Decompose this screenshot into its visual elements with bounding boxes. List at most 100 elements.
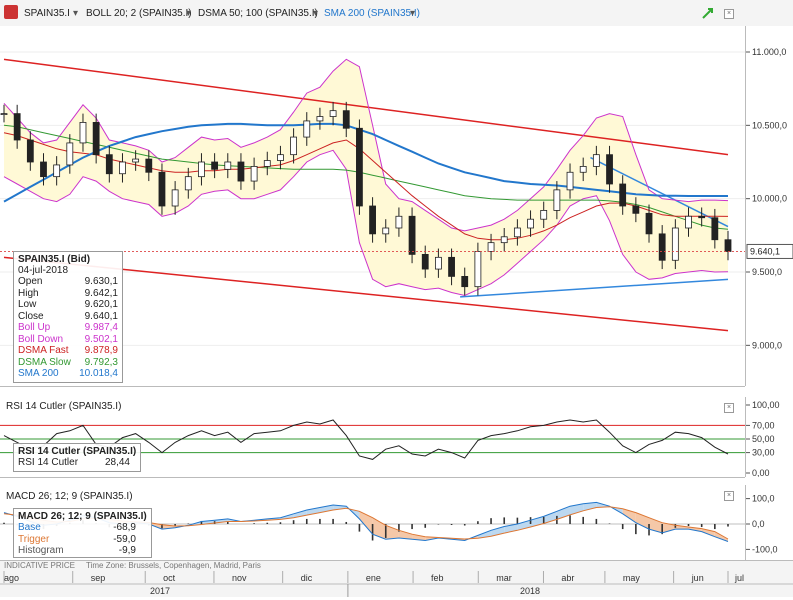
sma-dropdown-icon[interactable]: ▾ — [410, 8, 416, 19]
rsi-axis-label: 100,00 — [752, 400, 780, 410]
macd-axis-label: 0,0 — [752, 519, 765, 529]
legend-row-label: Low — [18, 299, 37, 310]
candle-body — [303, 120, 311, 138]
macd-fill — [662, 522, 676, 533]
candle-body — [119, 161, 126, 175]
legend-row: Boll Up 9.987,4 — [18, 322, 118, 334]
candle-body — [553, 189, 561, 211]
legend-row-value: 9.987,4 — [84, 322, 118, 333]
close-rsi-button[interactable]: × — [724, 403, 734, 413]
rsi-axis-label: 0,00 — [752, 468, 770, 477]
price-chart[interactable] — [0, 26, 745, 386]
candle-body — [53, 164, 61, 178]
price-axis-label: 11.000,0 — [752, 47, 786, 57]
macd-fill — [622, 508, 636, 523]
month-label: feb — [431, 573, 444, 583]
macd-fill — [398, 530, 413, 540]
close-macd-button[interactable]: × — [724, 491, 734, 501]
candle-body — [105, 154, 113, 175]
macd-legend-row-value: -68,9 — [113, 522, 136, 533]
legend-row-label: Close — [18, 310, 44, 322]
macd-legend-row-value: -9,9 — [118, 545, 136, 556]
macd-axis-svg: 100,0 0,0 -100,0 — [746, 494, 778, 554]
boll-dropdown-icon[interactable]: ▾ — [186, 8, 192, 19]
macd-legend-row-value: -59,0 — [113, 533, 136, 545]
boll-indicator-label[interactable]: BOLL 20; 2 (SPAIN35.I) — [86, 8, 192, 19]
dsma-slow-line — [3, 124, 729, 230]
app-logo-icon — [4, 5, 18, 19]
rsi-axis: 100,00 70,00 50,00 30,00 0,00 — [745, 397, 793, 478]
macd-title[interactable]: MACD 26; 12; 9 (SPAIN35.I) — [6, 491, 133, 502]
candle-body — [461, 275, 469, 288]
last-price-label: 9.640,1 — [750, 246, 780, 256]
legend-row: Close 9.640,1 — [18, 311, 118, 323]
legend-title: SPAIN35.I (Bid) — [18, 254, 91, 265]
rsi-axis-label: 50,00 — [752, 434, 775, 444]
dsma-indicator-label[interactable]: DSMA 50; 100 (SPAIN35.I) — [198, 8, 318, 19]
legend-row-label: Boll Up — [18, 322, 51, 333]
candle-body — [329, 110, 337, 117]
candle-body — [606, 154, 613, 185]
macd-fill — [412, 534, 426, 541]
macd-fill — [701, 528, 715, 537]
rsi-line — [3, 419, 729, 460]
sma-indicator-label[interactable]: SMA 200 (SPAIN35.I) — [324, 8, 420, 19]
candle-body — [566, 171, 574, 191]
trend-arrow-icon[interactable] — [700, 5, 716, 21]
legend-row: Boll Down 9.502,1 — [18, 334, 118, 346]
macd-fill — [570, 503, 584, 515]
rsi-axis-label: 30,00 — [752, 448, 775, 458]
price-axis: 9.000,0 9.500,0 10.000,0 10.500,0 11.000,0 9.… — [745, 26, 793, 386]
candle-body — [382, 227, 390, 235]
indicative-price-label: INDICATIVE PRICE — [4, 561, 75, 570]
candle-body — [645, 212, 653, 235]
legend-row: High 9.642,1 — [18, 288, 118, 300]
legend-row-label: High — [18, 287, 39, 299]
macd-fill — [385, 525, 399, 540]
month-label: ago — [4, 573, 19, 583]
month-label: sep — [91, 573, 106, 583]
legend-row-label: Open — [18, 276, 43, 287]
legend-row-label: DSMA Fast — [18, 345, 69, 356]
legend-row-label: Boll Down — [18, 333, 64, 345]
legend-row: SMA 200 10.018,4 — [18, 368, 118, 380]
macd-fill — [530, 516, 544, 528]
legend-row-value: 9.878,9 — [84, 345, 118, 356]
macd-axis: 100,0 0,0 -100,0 — [745, 485, 793, 560]
rsi-title[interactable]: RSI 14 Cutler (SPAIN35.I) — [6, 401, 122, 412]
candle-body — [290, 136, 298, 156]
candle-body — [342, 110, 350, 129]
close-pane-button[interactable]: × — [724, 9, 734, 19]
time-axis-svg: ago sep oct nov dic ene feb mar abr may jun jul 2017… — [0, 571, 793, 597]
macd-fill — [359, 511, 373, 535]
rsi-axis-label: 70,00 — [752, 420, 775, 430]
candle-body — [356, 127, 363, 207]
candle-body — [184, 176, 192, 191]
candle-body — [158, 171, 166, 207]
legend-row: Low 9.620,1 — [18, 299, 118, 311]
symbol-dropdown-icon[interactable]: ▾ — [73, 8, 79, 19]
boll-up-line — [3, 58, 729, 232]
legend-row: DSMA Fast 9.878,9 — [18, 345, 118, 357]
trendline — [460, 278, 729, 298]
legend-date: 04-jul-2018 — [18, 265, 69, 276]
legend-row-value: 9.640,1 — [84, 310, 118, 322]
rsi-legend: RSI 14 Cutler (SPAIN35.I) RSI 14 Cutler … — [13, 443, 142, 472]
macd-fill — [556, 506, 571, 520]
candle-body — [527, 218, 534, 229]
boll-down-line — [3, 149, 729, 297]
candle-body — [237, 161, 245, 182]
macd-legend: MACD 26; 12; 9 (SPAIN35.I) Base -68,9 Trig… — [13, 508, 152, 558]
macd-axis-label: -100,0 — [752, 544, 778, 554]
legend-row-value: 9.620,1 — [84, 299, 118, 310]
candle-body — [671, 227, 679, 261]
bollinger-band-fill — [4, 59, 728, 296]
macd-fill — [372, 517, 386, 540]
symbol-label[interactable]: SPAIN35.I — [24, 8, 70, 19]
dsma-dropdown-icon[interactable]: ▾ — [313, 8, 319, 19]
macd-legend-title: MACD 26; 12; 9 (SPAIN35.I) — [18, 511, 147, 522]
time-axis: INDICATIVE PRICE Time Zone: Brussels, Co… — [0, 560, 793, 597]
candle-body — [698, 215, 706, 219]
legend-row: DSMA Slow 9.792,3 — [18, 357, 118, 369]
price-pane: SPAIN35.I (Bid) 04-jul-2018 Open 9.630,1 H… — [0, 26, 745, 387]
